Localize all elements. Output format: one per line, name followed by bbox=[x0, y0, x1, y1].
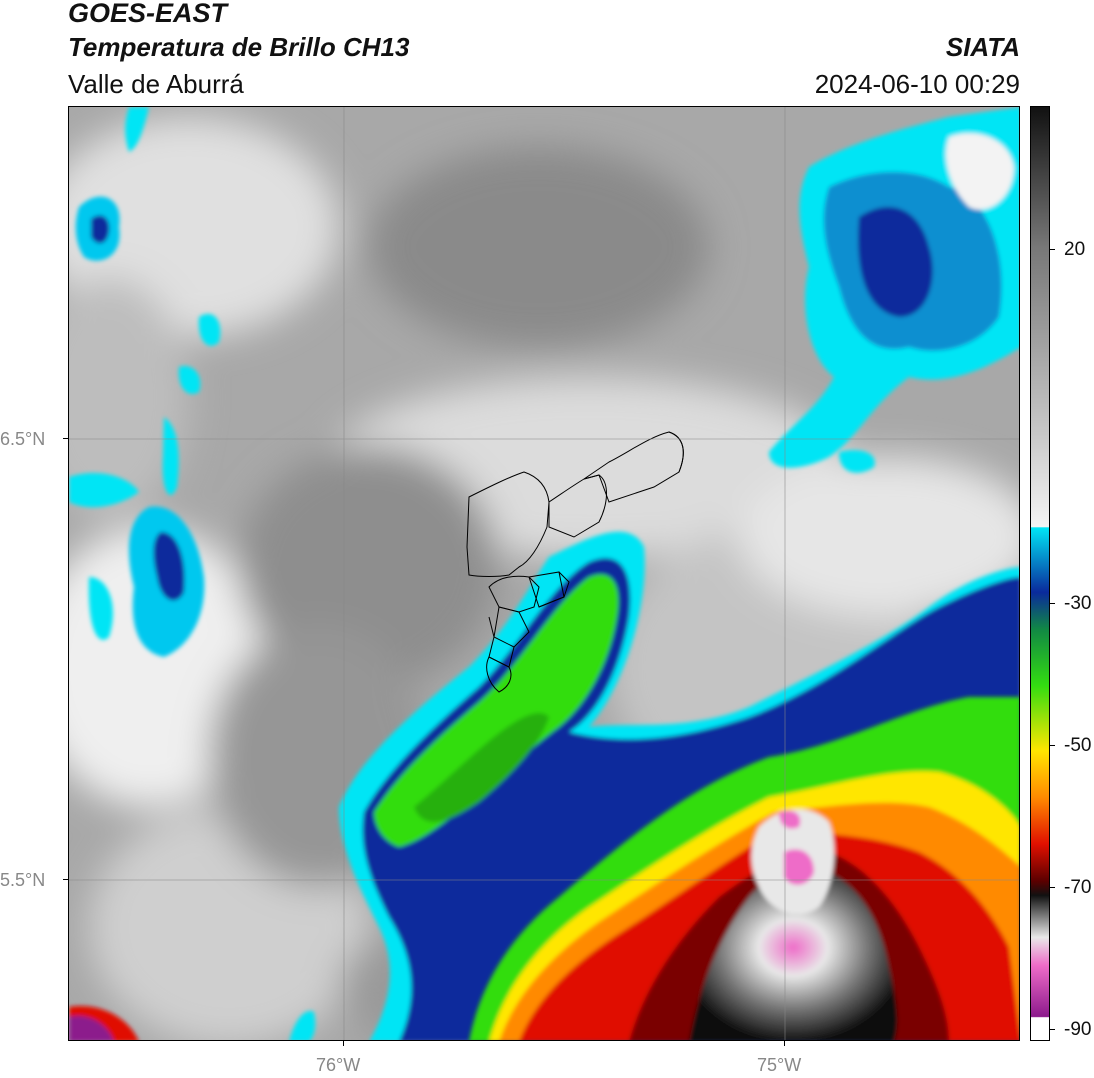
map-canvas bbox=[69, 107, 1019, 1040]
lon-label-76w: 76°W bbox=[316, 1055, 361, 1075]
municipality-boundaries bbox=[466, 431, 684, 693]
colorbar-label-20: 20 bbox=[1064, 239, 1086, 260]
product-title: Temperatura de Brillo CH13 bbox=[68, 32, 410, 62]
colorbar-gradient bbox=[1031, 107, 1049, 1040]
colorbar-tick-neg90 bbox=[1050, 1029, 1055, 1030]
graticule bbox=[69, 107, 1019, 1040]
colorbar-tick-neg30 bbox=[1050, 603, 1055, 604]
lon-label-75w: 75°W bbox=[757, 1055, 802, 1075]
lon-tick-75w bbox=[784, 1041, 785, 1046]
colorbar-tick-20 bbox=[1050, 249, 1055, 250]
lat-label-5-5n: 5.5°N bbox=[0, 870, 46, 890]
colorbar bbox=[1030, 106, 1050, 1041]
colorbar-label-neg90: -90 bbox=[1064, 1019, 1092, 1040]
cloud-west-patches bbox=[69, 107, 875, 657]
region-label: Valle de Aburrá bbox=[68, 69, 244, 99]
colorbar-label-neg30: -30 bbox=[1064, 593, 1092, 614]
timestamp-label: 2024-06-10 00:29 bbox=[814, 69, 1020, 99]
colorbar-tick-neg70 bbox=[1050, 887, 1055, 888]
cloud-northeast bbox=[769, 107, 1019, 468]
organization-label: SIATA bbox=[945, 32, 1020, 62]
lat-tick-6-5n bbox=[63, 438, 68, 439]
colorbar-tick-neg50 bbox=[1050, 745, 1055, 746]
satellite-title: GOES-EAST bbox=[68, 0, 228, 28]
colorbar-label-neg70: -70 bbox=[1064, 877, 1092, 898]
convective-south bbox=[69, 697, 1019, 1040]
satellite-map[interactable] bbox=[68, 106, 1020, 1041]
lat-tick-5-5n bbox=[63, 879, 68, 880]
lat-label-6-5n: 6.5°N bbox=[0, 429, 46, 449]
lon-tick-76w bbox=[343, 1041, 344, 1046]
colorbar-label-neg50: -50 bbox=[1064, 735, 1092, 756]
